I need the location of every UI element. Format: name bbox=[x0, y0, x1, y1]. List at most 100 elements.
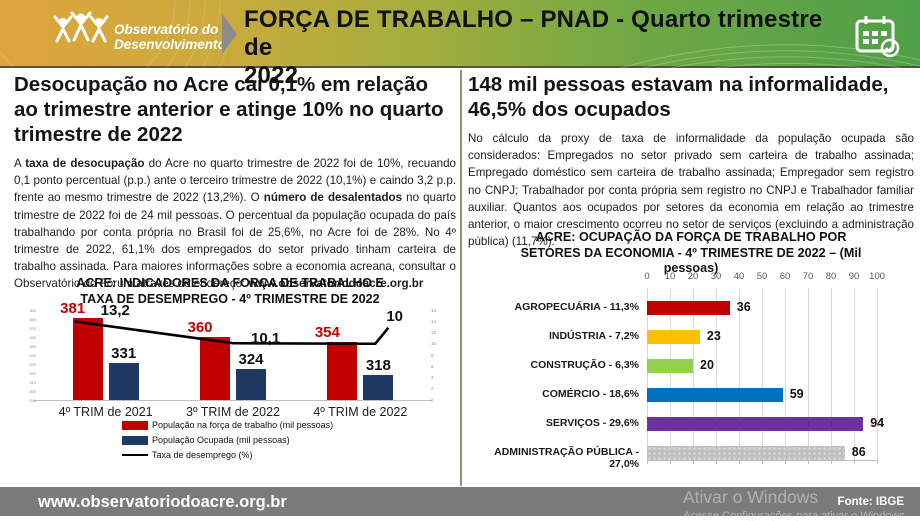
sector-label: SERVIÇOS - 29,6% bbox=[545, 417, 639, 429]
right-axis-tick: 8 bbox=[431, 352, 434, 358]
category-label: 4º TRIM de 2021 bbox=[58, 405, 153, 419]
right-axis-tick: 14 bbox=[431, 318, 437, 324]
left-headline: Desocupação no Acre cai 0,1% em relação … bbox=[14, 73, 444, 146]
paragraph-run: do Acre no quarto trimestre de 2022 foi … bbox=[14, 157, 457, 205]
right-column: 148 mil pessoas estavam na informalidade… bbox=[468, 72, 914, 250]
left-axis-tick: 310 bbox=[29, 379, 36, 385]
footer-website-link[interactable]: www.observatoriodoacre.org.br bbox=[38, 493, 287, 511]
line-label-taxa: 10 bbox=[386, 307, 404, 325]
sector-bar bbox=[647, 388, 783, 402]
sector-value: 94 bbox=[870, 416, 885, 430]
bar-ocupada bbox=[108, 363, 139, 400]
sector-label: COMÉRCIO - 18,6% bbox=[542, 388, 639, 400]
logo-wordmark: Observatório do Desenvolvimento bbox=[114, 22, 226, 52]
right-axis-tick: 6 bbox=[431, 363, 434, 369]
axis-tick-mark bbox=[647, 460, 648, 464]
sector-label: INDÚSTRIA - 7,2% bbox=[548, 330, 639, 342]
gridline-vertical bbox=[877, 288, 878, 460]
legend-bar-swatch bbox=[122, 420, 148, 430]
page-title-line2: 2022 bbox=[244, 62, 299, 89]
right-axis-tick: 0 bbox=[431, 397, 434, 403]
left-axis-tick: 320 bbox=[29, 370, 36, 376]
gridline-vertical bbox=[762, 288, 763, 460]
right-axis-tick: 2 bbox=[431, 386, 434, 392]
source-label: Fonte: IBGE bbox=[837, 496, 904, 508]
sector-value: 20 bbox=[700, 358, 714, 372]
bar-ocupada bbox=[236, 369, 266, 400]
sector-value: 23 bbox=[706, 329, 721, 343]
legend-label: População Ocupada (mil pessoas) bbox=[152, 435, 290, 445]
combo-baseline bbox=[34, 400, 432, 401]
gridline-vertical bbox=[739, 288, 740, 460]
axis-tick-mark bbox=[739, 460, 740, 464]
bar-forca-trabalho bbox=[72, 318, 103, 400]
axis-tick-mark bbox=[785, 460, 786, 464]
bar-label-forca: 354 bbox=[314, 324, 340, 342]
x-axis-tick-label: 50 bbox=[756, 271, 768, 282]
gridline-vertical bbox=[716, 288, 717, 460]
legend-label: População na força de trabalho (mil pess… bbox=[152, 420, 334, 430]
calendar-check-icon bbox=[855, 16, 900, 58]
left-axis-tick: 350 bbox=[29, 343, 36, 349]
legend-bar-swatch bbox=[122, 435, 148, 445]
gridline-vertical bbox=[693, 288, 694, 460]
footer-bar bbox=[0, 487, 920, 516]
x-axis-tick-label: 40 bbox=[733, 271, 745, 282]
right-axis-tick: 10 bbox=[431, 341, 437, 347]
bar-forca-trabalho bbox=[200, 337, 230, 400]
left-axis-tick: 380 bbox=[29, 316, 36, 322]
axis-tick-mark bbox=[877, 460, 878, 464]
windows-activation-watermark-line2: Acesse Configurações para ativar o Windo… bbox=[683, 510, 908, 521]
axis-tick-mark bbox=[831, 460, 832, 464]
bar-label-ocupada: 318 bbox=[365, 356, 391, 374]
gridline-vertical bbox=[670, 288, 671, 460]
paragraph-bold-run: taxa de desocupação bbox=[25, 157, 145, 170]
bar-ocupada bbox=[363, 374, 394, 400]
left-axis-tick: 340 bbox=[29, 352, 36, 358]
line-label-taxa: 13,2 bbox=[100, 301, 130, 319]
paragraph-bold-run: número de desalentados bbox=[263, 191, 403, 205]
x-axis-tick-label: 70 bbox=[802, 271, 814, 282]
x-axis-tick-label: 10 bbox=[664, 271, 676, 282]
bar-label-forca: 360 bbox=[187, 319, 213, 336]
logo-line1: Observatório do bbox=[114, 22, 219, 37]
right-axis-tick: 16 bbox=[431, 307, 437, 313]
sector-bar bbox=[647, 417, 864, 431]
bar-label-ocupada: 324 bbox=[238, 351, 264, 369]
right-axis-tick: 4 bbox=[431, 375, 434, 380]
page-title-line1: FORÇA DE TRABALHO – PNAD - Quarto trimes… bbox=[244, 6, 823, 61]
sector-bar bbox=[647, 446, 845, 460]
category-label: 3º TRIM de 2022 bbox=[186, 405, 280, 419]
x-axis-tick-label: 30 bbox=[710, 271, 722, 282]
left-axis-tick: 290 bbox=[29, 397, 36, 403]
sector-bar bbox=[647, 359, 693, 373]
combo-chart-legend: População na força de trabalho (mil pess… bbox=[122, 420, 333, 465]
legend-line-swatch bbox=[122, 453, 148, 457]
axis-tick-mark bbox=[762, 460, 763, 464]
gridline-vertical bbox=[808, 288, 809, 460]
x-axis-tick-label: 80 bbox=[825, 271, 837, 282]
paragraph-run: no quarto trimestre de 2022 foi de 24 mi… bbox=[14, 191, 456, 291]
legend-item: População na força de trabalho (mil pess… bbox=[122, 420, 333, 430]
sector-value: 36 bbox=[736, 300, 751, 314]
sector-label: CONSTRUÇÃO - 6,3% bbox=[530, 359, 639, 371]
gridline-vertical bbox=[647, 288, 648, 460]
hbar-chart-title: ACRE: OCUPAÇÃO DA FORÇA DE TRABALHO POR … bbox=[520, 230, 862, 275]
left-axis-tick: 330 bbox=[29, 361, 36, 367]
axis-tick-mark bbox=[716, 460, 717, 464]
sector-label: AGROPECUÁRIA - 11,3% bbox=[514, 301, 639, 313]
sector-bar bbox=[647, 301, 730, 315]
page-title: FORÇA DE TRABALHO – PNAD - Quarto trimes… bbox=[244, 6, 844, 90]
bar-forca-trabalho bbox=[327, 342, 358, 400]
x-axis-tick-label: 60 bbox=[779, 271, 791, 282]
column-divider bbox=[460, 70, 462, 486]
axis-tick-mark bbox=[693, 460, 694, 464]
arrow-right-icon bbox=[222, 14, 237, 54]
x-axis-tick-label: 20 bbox=[687, 271, 699, 282]
axis-tick-mark bbox=[808, 460, 809, 464]
gridline-vertical bbox=[831, 288, 832, 460]
paragraph-bold-run: www.observatoriodoacre.org.br bbox=[248, 277, 424, 291]
axis-tick-mark bbox=[854, 460, 855, 464]
line-label-taxa: 10,1 bbox=[251, 330, 281, 348]
